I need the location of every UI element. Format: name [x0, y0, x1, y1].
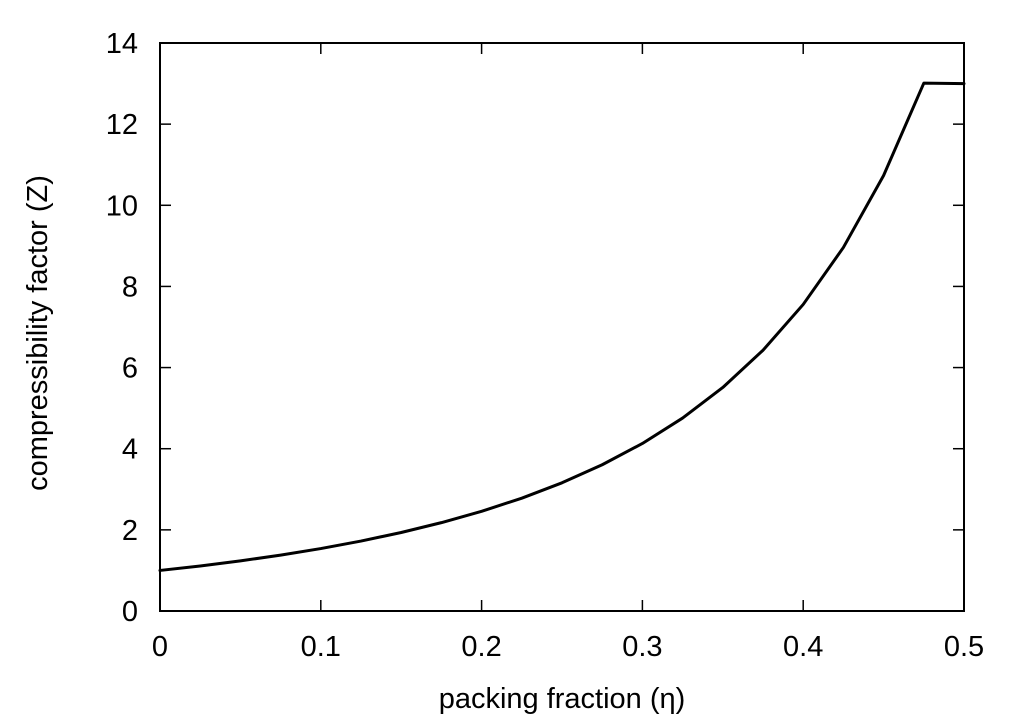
y-axis-ticks: 0 2 4 6 8 10 12 14 — [106, 28, 964, 628]
y-tick-label: 10 — [106, 190, 138, 222]
series-line-0 — [158, 81, 966, 572]
y-tick-label: 8 — [122, 271, 138, 303]
y-axis-label: compressibility factor (Z) — [22, 175, 54, 491]
y-tick-label: 4 — [122, 434, 138, 466]
y-tick-label: 14 — [106, 28, 138, 60]
x-tick-label: 0.3 — [622, 631, 662, 663]
y-tick-label: 2 — [122, 515, 138, 547]
x-tick-label: 0 — [152, 631, 168, 663]
plot-frame — [159, 42, 965, 612]
y-tick-label: 12 — [106, 109, 138, 141]
x-axis-label: packing fraction (η) — [439, 683, 686, 715]
x-tick-label: 0.5 — [944, 631, 984, 663]
y-tick-label: 0 — [122, 596, 138, 628]
x-tick-label: 0.2 — [461, 631, 501, 663]
x-tick-label: 0.4 — [783, 631, 823, 663]
x-tick-label: 0.1 — [301, 631, 341, 663]
y-tick-label: 6 — [122, 353, 138, 385]
series-layer — [158, 81, 966, 572]
x-axis-ticks: 0 0.1 0.2 0.3 0.4 0.5 — [152, 43, 984, 663]
